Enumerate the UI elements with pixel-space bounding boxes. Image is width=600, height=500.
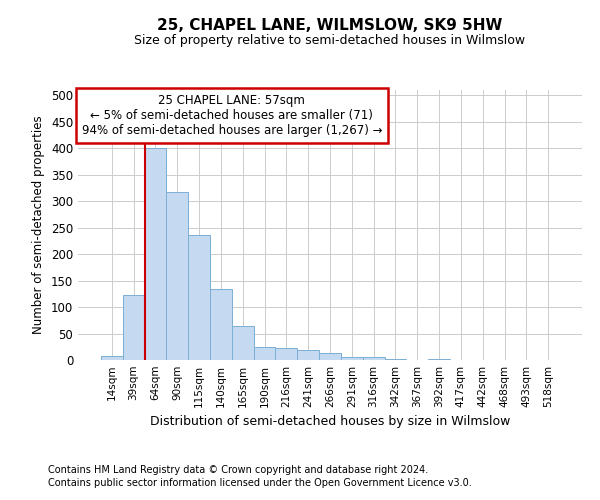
Text: 25 CHAPEL LANE: 57sqm
← 5% of semi-detached houses are smaller (71)
94% of semi-: 25 CHAPEL LANE: 57sqm ← 5% of semi-detac… bbox=[82, 94, 382, 136]
Text: Contains public sector information licensed under the Open Government Licence v3: Contains public sector information licen… bbox=[48, 478, 472, 488]
Text: 25, CHAPEL LANE, WILMSLOW, SK9 5HW: 25, CHAPEL LANE, WILMSLOW, SK9 5HW bbox=[157, 18, 503, 32]
Bar bbox=[319, 353, 341, 360]
Bar bbox=[275, 348, 297, 360]
Bar bbox=[123, 296, 145, 360]
Bar bbox=[101, 356, 123, 360]
Bar bbox=[210, 288, 232, 360]
Y-axis label: Number of semi-detached properties: Number of semi-detached properties bbox=[32, 116, 46, 334]
Bar bbox=[145, 148, 166, 360]
Text: Contains HM Land Registry data © Crown copyright and database right 2024.: Contains HM Land Registry data © Crown c… bbox=[48, 465, 428, 475]
Text: Size of property relative to semi-detached houses in Wilmslow: Size of property relative to semi-detach… bbox=[134, 34, 526, 47]
X-axis label: Distribution of semi-detached houses by size in Wilmslow: Distribution of semi-detached houses by … bbox=[150, 416, 510, 428]
Bar bbox=[254, 347, 275, 360]
Bar bbox=[297, 350, 319, 360]
Bar bbox=[166, 192, 188, 360]
Bar bbox=[363, 358, 385, 360]
Bar bbox=[188, 234, 210, 360]
Bar bbox=[341, 357, 363, 360]
Bar bbox=[232, 326, 254, 360]
